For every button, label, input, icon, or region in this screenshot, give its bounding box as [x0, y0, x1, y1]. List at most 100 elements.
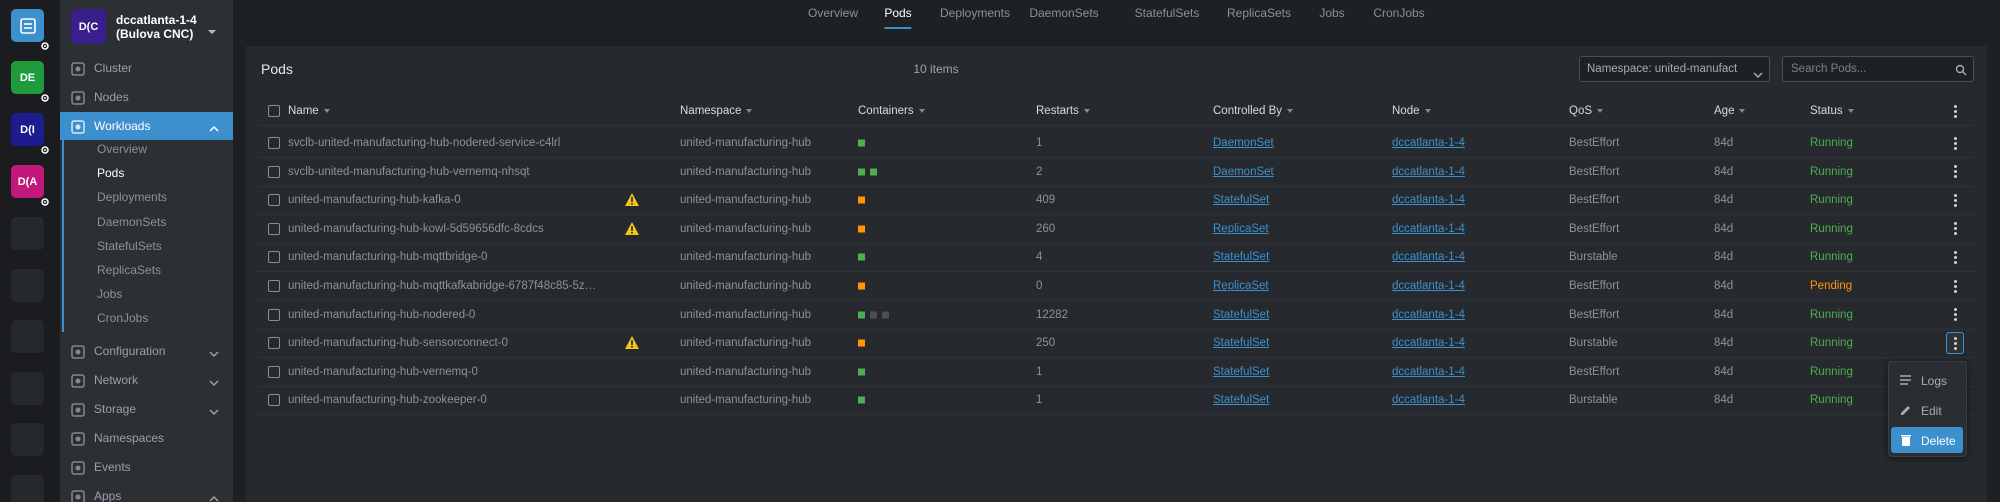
column-menu[interactable] [1947, 101, 1963, 121]
cluster-icon[interactable]: D(A [11, 165, 44, 198]
pod-controller[interactable]: ReplicaSet [1213, 222, 1269, 235]
pod-name[interactable]: united-manufacturing-hub-vernemq-0 [288, 365, 478, 378]
nav-subitem[interactable]: Pods [97, 166, 125, 181]
nav-item[interactable]: Namespaces [60, 424, 233, 452]
pod-name[interactable]: svclb-united-manufacturing-hub-nodered-s… [288, 137, 561, 149]
pod-controller[interactable]: StatefulSet [1213, 194, 1270, 207]
pod-name[interactable]: united-manufacturing-hub-zookeeper-0 [288, 394, 487, 407]
empty-slot[interactable] [11, 217, 44, 250]
pod-name[interactable]: united-manufacturing-hub-mqttbridge-0 [288, 251, 488, 264]
column-header[interactable]: Controlled By [1213, 105, 1293, 117]
pod-name[interactable]: united-manufacturing-hub-sensorconnect-0 [288, 337, 508, 350]
tab[interactable]: Deployments [939, 6, 1011, 20]
context-menu-item[interactable]: Delete [1891, 427, 1963, 453]
nav-item[interactable]: Configuration [60, 337, 233, 365]
empty-slot[interactable] [11, 320, 44, 353]
row-menu-button[interactable] [1947, 190, 1963, 210]
tab[interactable]: StatefulSets [1134, 6, 1200, 20]
nav-subitem[interactable]: StatefulSets [97, 238, 162, 253]
column-header[interactable]: Namespace [680, 105, 752, 117]
cluster-icon[interactable]: DE [11, 61, 44, 94]
column-header[interactable]: Status [1810, 105, 1854, 117]
empty-slot[interactable] [11, 371, 44, 405]
tab[interactable]: ReplicaSets [1226, 6, 1292, 20]
pod-controller[interactable]: StatefulSet [1213, 365, 1270, 378]
pod-controller[interactable]: DaemonSet [1213, 137, 1274, 149]
context-menu-item[interactable]: Logs [1891, 367, 1963, 393]
row-menu-button[interactable] [1947, 247, 1963, 267]
pod-name[interactable]: united-manufacturing-hub-kafka-0 [288, 194, 461, 207]
empty-slot[interactable] [11, 474, 44, 502]
column-header[interactable]: Age [1714, 105, 1745, 117]
row-checkbox[interactable] [268, 194, 280, 207]
nav-subitem[interactable]: CronJobs [97, 311, 149, 326]
nav-item[interactable]: Cluster [60, 54, 233, 82]
row-menu-button[interactable] [1947, 276, 1963, 296]
pod-controller[interactable]: ReplicaSet [1213, 280, 1269, 292]
nav-item[interactable]: Storage [60, 395, 233, 423]
nav-subitem[interactable]: Deployments [97, 190, 168, 205]
tab[interactable]: DaemonSets [1029, 6, 1099, 20]
catalog-button[interactable] [11, 9, 44, 42]
pod-node[interactable]: dccatlanta-1-4 [1392, 280, 1465, 292]
column-header[interactable]: Restarts [1036, 105, 1090, 117]
namespace-select[interactable]: Namespace: united-manufact [1579, 56, 1770, 82]
pod-name[interactable]: united-manufacturing-hub-mqttkafkabridge… [288, 280, 597, 292]
row-checkbox[interactable] [268, 337, 280, 350]
search-input[interactable]: Search Pods... [1782, 56, 1974, 82]
pod-node[interactable]: dccatlanta-1-4 [1392, 222, 1465, 235]
tab[interactable]: CronJobs [1373, 6, 1425, 20]
row-checkbox[interactable] [268, 222, 280, 235]
pod-restarts: 4 [1036, 251, 1043, 264]
row-checkbox[interactable] [268, 394, 280, 407]
empty-slot[interactable] [11, 268, 44, 302]
pod-node[interactable]: dccatlanta-1-4 [1392, 165, 1465, 178]
row-checkbox[interactable] [268, 165, 280, 178]
pod-controller[interactable]: DaemonSet [1213, 165, 1274, 178]
column-header[interactable]: Node [1392, 105, 1431, 117]
pod-node[interactable]: dccatlanta-1-4 [1392, 137, 1465, 149]
row-checkbox[interactable] [268, 251, 280, 264]
select-all-checkbox[interactable] [268, 105, 280, 117]
pod-node[interactable]: dccatlanta-1-4 [1392, 394, 1465, 407]
empty-slot[interactable] [11, 423, 44, 456]
row-menu-button[interactable] [1947, 133, 1963, 153]
nav-item[interactable]: Events [60, 453, 233, 481]
column-header[interactable]: QoS [1569, 105, 1603, 117]
pod-node[interactable]: dccatlanta-1-4 [1392, 194, 1465, 207]
pod-name[interactable]: united-manufacturing-hub-kowl-5d59656dfc… [288, 222, 544, 235]
pod-controller[interactable]: StatefulSet [1213, 394, 1270, 407]
row-menu-button[interactable] [1947, 305, 1963, 325]
nav-item[interactable]: Network [60, 366, 233, 394]
row-checkbox[interactable] [268, 308, 280, 321]
tab[interactable]: Pods [884, 0, 912, 29]
nav-subitem[interactable]: ReplicaSets [97, 263, 162, 277]
nav-subitem[interactable]: DaemonSets [97, 214, 167, 229]
pod-controller[interactable]: StatefulSet [1213, 308, 1270, 321]
row-checkbox[interactable] [268, 280, 280, 292]
context-menu-item[interactable]: Edit [1891, 397, 1963, 423]
pod-name[interactable]: united-manufacturing-hub-nodered-0 [288, 308, 476, 321]
row-checkbox[interactable] [268, 137, 280, 149]
nav-item[interactable]: Nodes [60, 83, 233, 111]
nav-item[interactable]: Workloads [60, 112, 233, 140]
nav-item[interactable]: Apps [60, 482, 233, 502]
nav-subitem[interactable]: Jobs [97, 287, 123, 302]
pod-node[interactable]: dccatlanta-1-4 [1392, 337, 1465, 350]
pod-node[interactable]: dccatlanta-1-4 [1392, 251, 1465, 264]
tab[interactable]: Jobs [1319, 6, 1345, 20]
pod-node[interactable]: dccatlanta-1-4 [1392, 365, 1465, 378]
row-checkbox[interactable] [268, 365, 280, 378]
nav-subitem[interactable]: Overview [97, 142, 148, 156]
pod-controller[interactable]: StatefulSet [1213, 251, 1270, 264]
pod-controller[interactable]: StatefulSet [1213, 337, 1270, 350]
row-menu-button[interactable] [1947, 162, 1963, 182]
column-header[interactable]: Containers [858, 105, 925, 117]
pod-node[interactable]: dccatlanta-1-4 [1392, 308, 1465, 321]
pod-name[interactable]: svclb-united-manufacturing-hub-vernemq-n… [288, 165, 530, 178]
cluster-icon[interactable]: D(I [11, 113, 44, 146]
column-header[interactable]: Name [288, 105, 330, 117]
row-menu-button[interactable] [1946, 332, 1964, 355]
tab[interactable]: Overview [807, 6, 859, 20]
row-menu-button[interactable] [1947, 219, 1963, 239]
